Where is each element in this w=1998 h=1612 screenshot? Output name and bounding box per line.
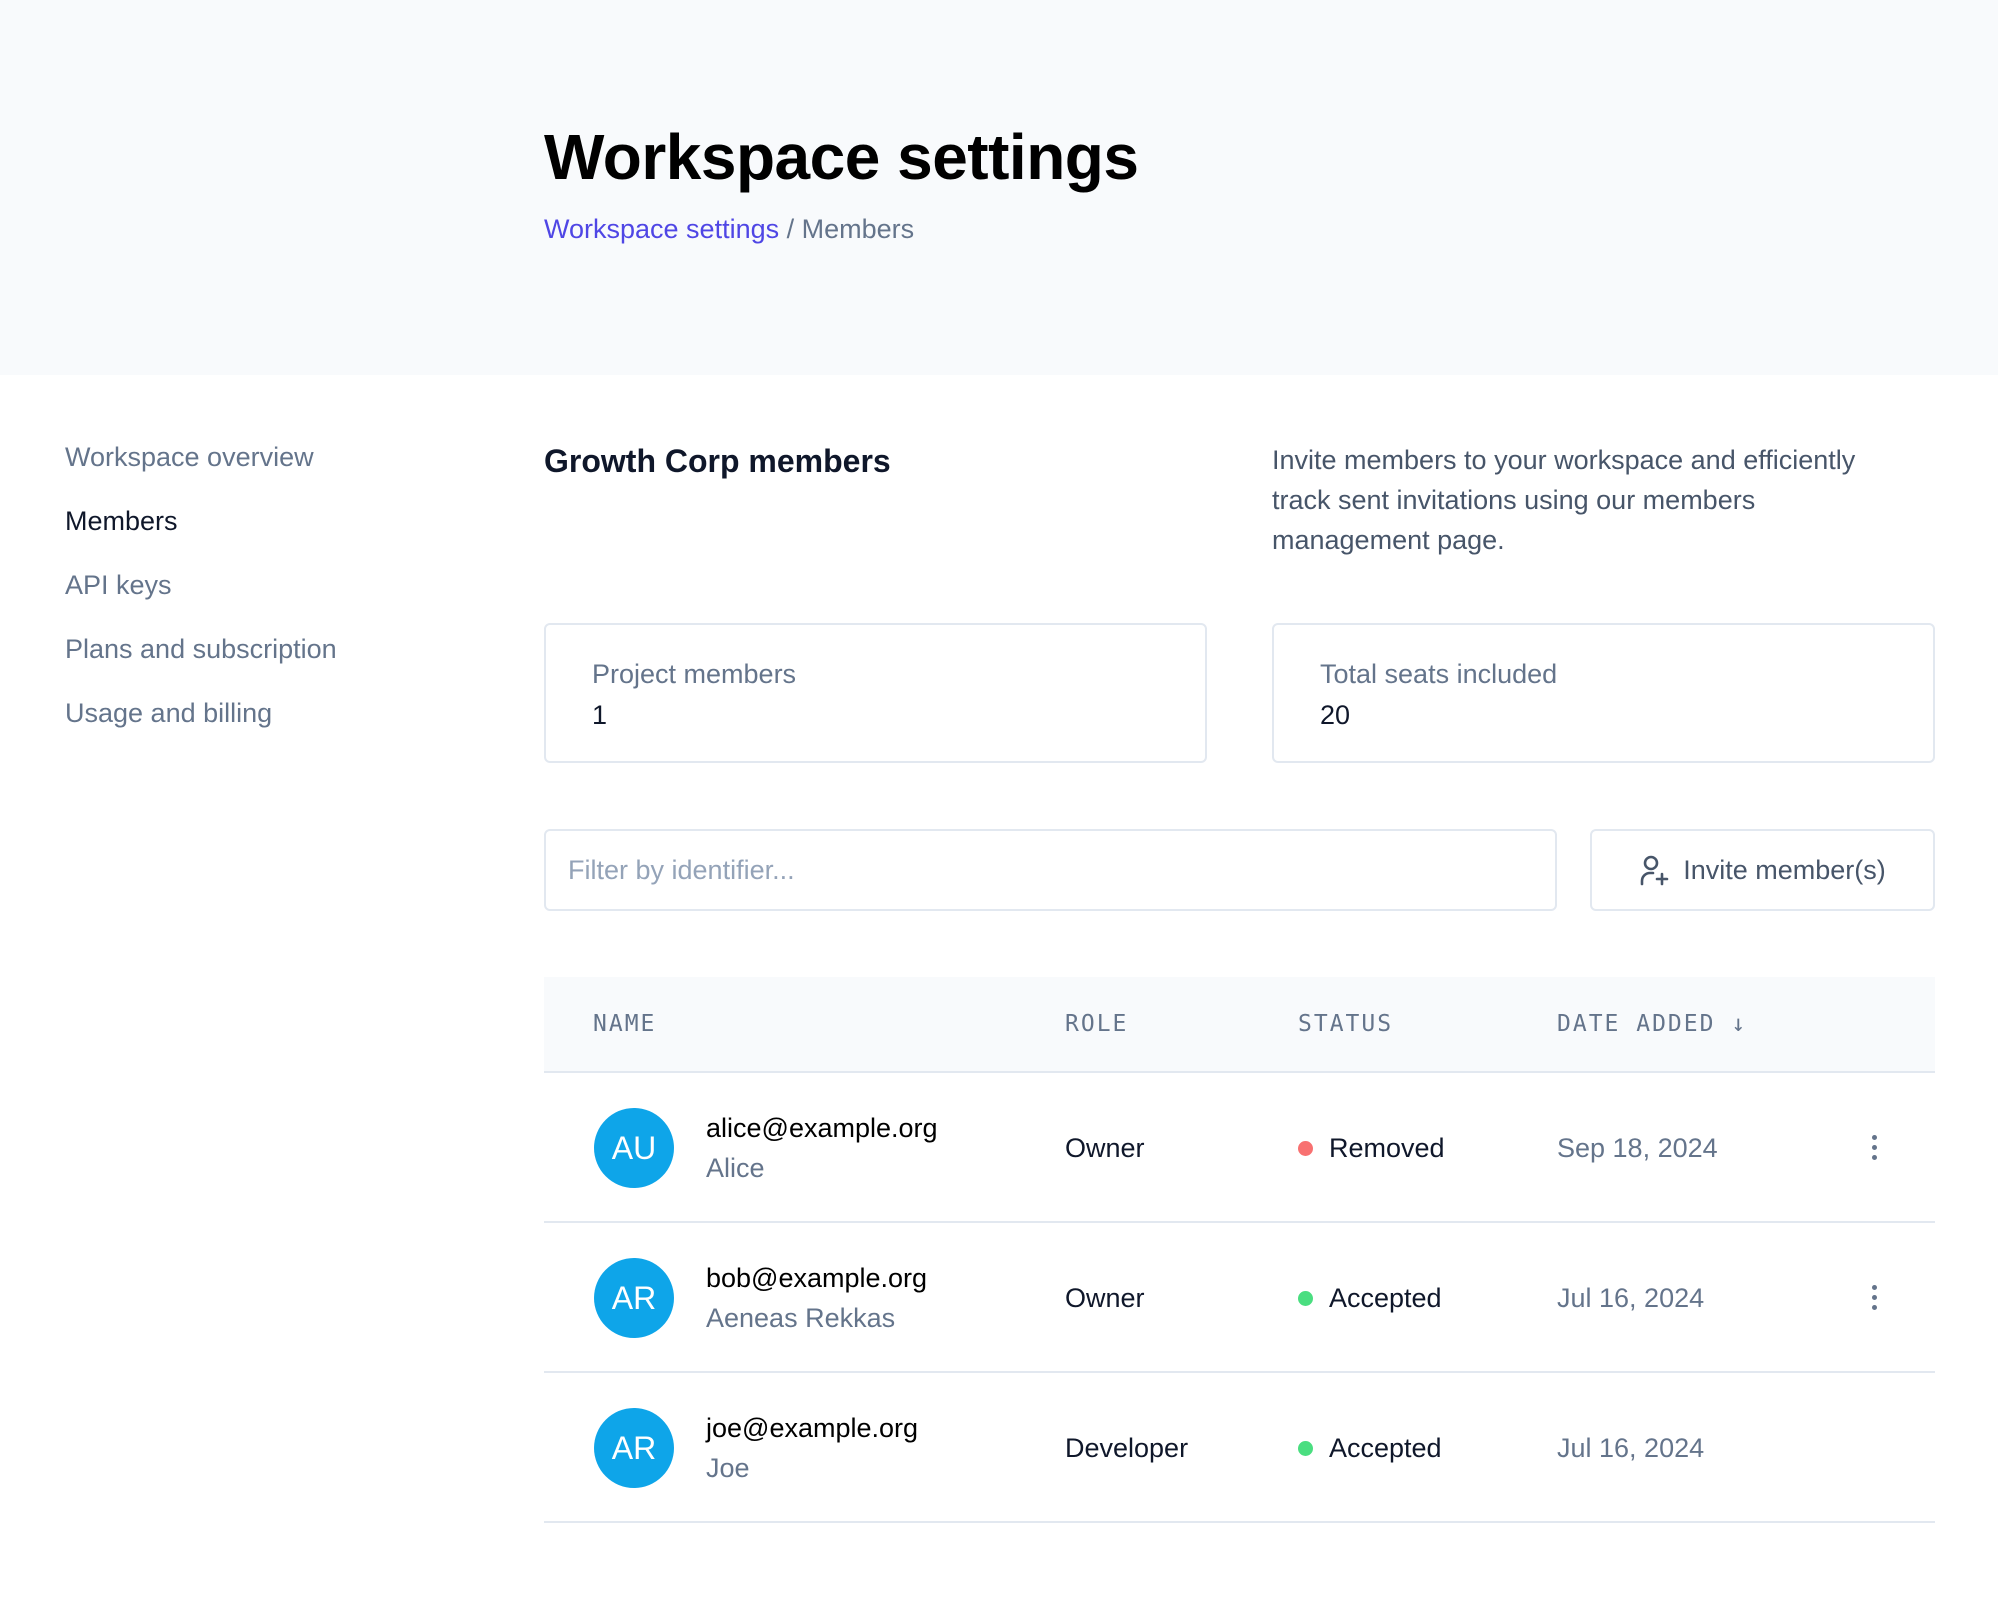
column-status[interactable]: STATUS	[1298, 1011, 1394, 1037]
table-row: AR bob@example.org Aeneas Rekkas Owner A…	[544, 1223, 1935, 1373]
sidebar-item-members[interactable]: Members	[65, 506, 178, 536]
member-role: Owner	[1065, 1133, 1145, 1163]
breadcrumb-separator: /	[786, 214, 795, 244]
stat-value: 20	[1320, 700, 1351, 730]
column-role[interactable]: ROLE	[1065, 1011, 1129, 1037]
status-text: Accepted	[1329, 1433, 1442, 1463]
table-row: AR joe@example.org Joe Developer Accepte…	[544, 1373, 1935, 1523]
status-dot-icon	[1298, 1291, 1313, 1306]
status-dot-icon	[1298, 1141, 1313, 1156]
user-plus-icon	[1640, 855, 1669, 886]
date-added: Sep 18, 2024	[1557, 1133, 1718, 1163]
column-date-added-label: DATE ADDED	[1557, 1011, 1716, 1037]
invite-members-button[interactable]: Invite member(s)	[1590, 829, 1935, 911]
breadcrumb: Workspace settings / Members	[544, 214, 914, 245]
section-description: Invite members to your workspace and eff…	[1272, 445, 1856, 555]
status-text: Accepted	[1329, 1283, 1442, 1313]
member-email: bob@example.org	[706, 1263, 928, 1293]
member-name: Aeneas Rekkas	[706, 1303, 896, 1333]
status-badge: Removed	[1298, 1133, 1445, 1164]
member-role: Developer	[1065, 1433, 1189, 1463]
filter-input[interactable]	[544, 829, 1557, 911]
stat-card-project-members: Project members 1	[544, 623, 1207, 763]
status-dot-icon	[1298, 1441, 1313, 1456]
breadcrumb-workspace-settings-link[interactable]: Workspace settings	[544, 214, 780, 244]
column-date-added[interactable]: DATE ADDED ↓	[1557, 1011, 1747, 1037]
avatar: AR	[594, 1408, 674, 1488]
invite-label: Invite member(s)	[1683, 854, 1886, 885]
breadcrumb-current: Members	[801, 214, 915, 244]
stat-label: Total seats included	[1320, 659, 1558, 689]
sort-down-icon: ↓	[1731, 1011, 1748, 1037]
date-added: Jul 16, 2024	[1557, 1283, 1705, 1313]
member-email: joe@example.org	[706, 1413, 919, 1443]
more-options-icon[interactable]	[1862, 1127, 1886, 1167]
sidebar-item-usage-billing[interactable]: Usage and billing	[65, 698, 273, 728]
sidebar-item-plans[interactable]: Plans and subscription	[65, 634, 337, 664]
stat-label: Project members	[592, 659, 797, 689]
member-role: Owner	[1065, 1283, 1145, 1313]
member-email: alice@example.org	[706, 1113, 938, 1143]
page-header: Workspace settings Workspace settings / …	[0, 0, 1998, 375]
date-added: Jul 16, 2024	[1557, 1433, 1705, 1463]
column-name[interactable]: NAME	[593, 1011, 657, 1037]
status-text: Removed	[1329, 1133, 1445, 1163]
stat-card-total-seats: Total seats included 20	[1272, 623, 1935, 763]
table-row: AU alice@example.org Alice Owner Removed…	[544, 1073, 1935, 1223]
status-badge: Accepted	[1298, 1433, 1442, 1464]
avatar: AU	[594, 1108, 674, 1188]
stat-value: 1	[592, 700, 608, 730]
member-name: Alice	[706, 1153, 765, 1183]
status-badge: Accepted	[1298, 1283, 1442, 1314]
sidebar-item-api-keys[interactable]: API keys	[65, 570, 172, 600]
section-title: Growth Corp members	[544, 443, 891, 479]
member-name: Joe	[706, 1453, 750, 1483]
table-header: NAME ROLE STATUS DATE ADDED ↓	[544, 977, 1935, 1073]
more-options-icon[interactable]	[1862, 1277, 1886, 1317]
sidebar-item-workspace-overview[interactable]: Workspace overview	[65, 442, 314, 472]
page-title: Workspace settings	[544, 121, 1139, 193]
avatar: AR	[594, 1258, 674, 1338]
